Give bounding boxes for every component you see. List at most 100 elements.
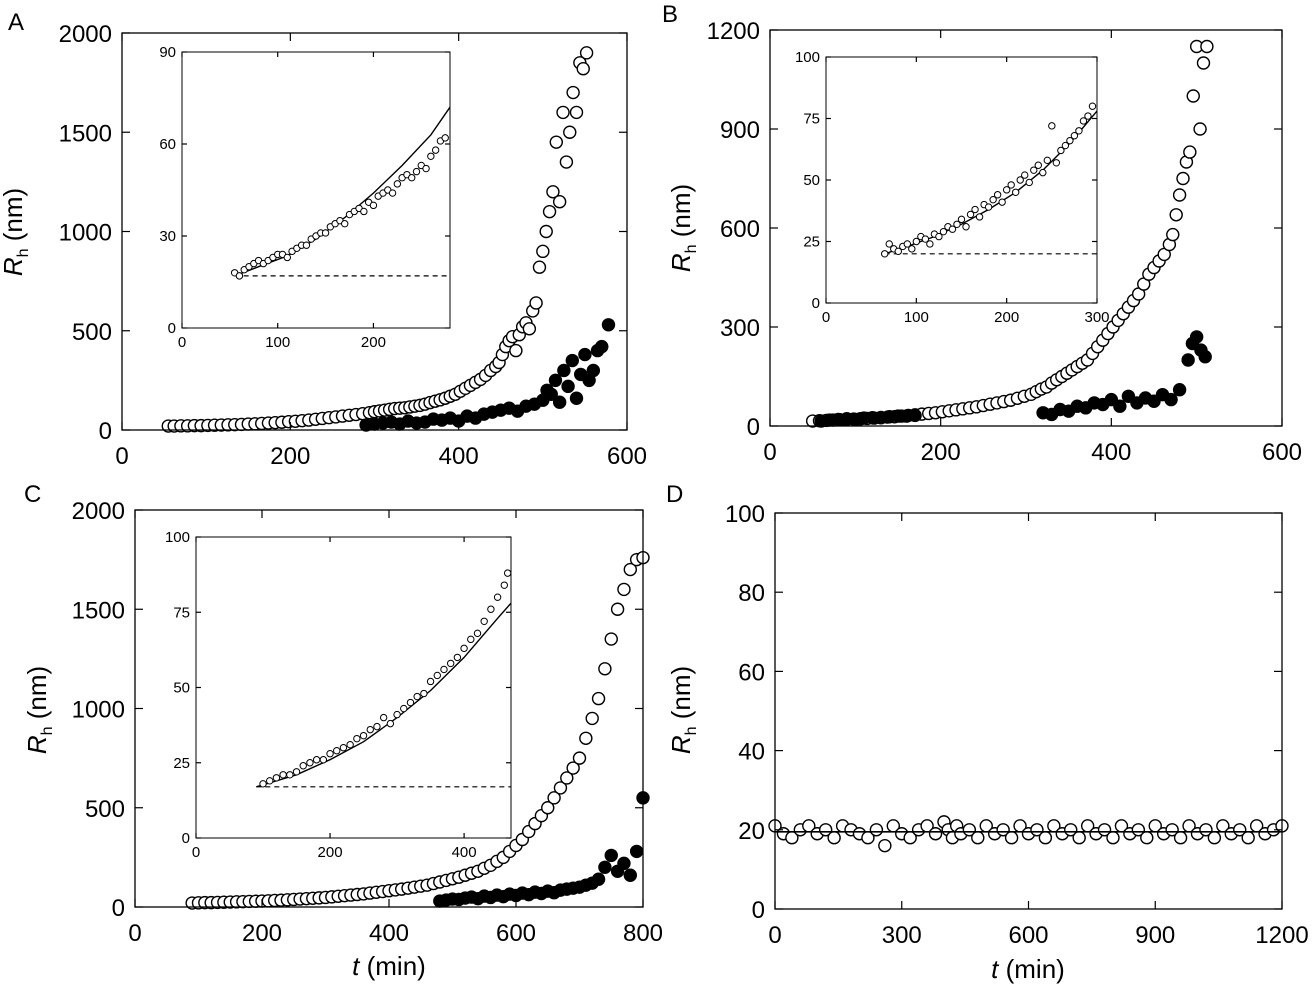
main-ytick-label: 40 (738, 739, 765, 766)
inset-data-point (460, 644, 468, 653)
y-axis-label: Rh (nm) (666, 184, 700, 272)
inset-data-point (312, 756, 321, 764)
data-point-open (522, 322, 537, 336)
inset-data-point (299, 762, 307, 770)
data-point-open (1165, 823, 1179, 837)
inset-data-point (400, 704, 408, 713)
data-point-open (623, 562, 637, 577)
inset-xtick-label: 100 (904, 309, 929, 326)
inset-data-point (441, 134, 449, 142)
data-point-open (556, 105, 570, 120)
data-point-open (617, 582, 631, 597)
inset-data-point (503, 569, 512, 577)
data-point-open (962, 823, 977, 837)
inset-data-point (319, 756, 328, 764)
y-axis-label: Rh (nm) (0, 188, 32, 276)
data-point-open (1183, 145, 1197, 159)
main-ytick-label: 20 (738, 818, 765, 845)
inset-data-point (903, 240, 911, 248)
inset-data-point (360, 207, 368, 216)
inset-data-point (939, 227, 948, 236)
inset-data-point (369, 201, 378, 210)
data-point-open (598, 662, 612, 676)
data-point-open (1233, 823, 1247, 837)
panel-letter: D (666, 481, 683, 508)
inset-ytick-label: 100 (795, 49, 820, 66)
data-point-open (1186, 89, 1200, 103)
inset-ytick-label: 100 (165, 529, 190, 546)
inset-ytick-label: 50 (803, 172, 820, 189)
data-point-open (529, 296, 543, 310)
data-point-open (532, 260, 547, 274)
main-ytick-label: 0 (99, 418, 112, 445)
data-point-open (1140, 831, 1154, 845)
data-point-open (509, 343, 523, 358)
data-point-filled (565, 353, 579, 368)
inset-data-point (321, 229, 330, 237)
inset-data-point (341, 220, 349, 228)
data-point-open (971, 831, 985, 845)
data-point-filled (548, 373, 563, 388)
inset-data-point (306, 759, 314, 767)
inset-frame (181, 51, 451, 329)
data-point-open (547, 791, 561, 805)
main-xtick-label: 600 (1008, 922, 1048, 949)
inset-data-point (487, 605, 495, 613)
inset-data-point (422, 164, 430, 173)
inset-data-point (971, 205, 979, 214)
inset-data-point (975, 213, 984, 221)
inset-ytick-label: 75 (173, 604, 190, 621)
data-point-open (1207, 831, 1222, 845)
inset-data-point (333, 747, 341, 755)
inset-ytick-label: 30 (159, 228, 176, 245)
data-point-filled (1189, 330, 1204, 344)
inset-data-point (881, 250, 889, 258)
data-point-filled (598, 860, 612, 874)
inset-data-point (431, 146, 440, 154)
inset-data-point (1070, 132, 1079, 140)
inset-chart: 0 100 200 0 30 60 90 (159, 44, 451, 351)
data-point-open (560, 771, 574, 785)
data-point-filled (908, 408, 922, 423)
main-ytick-label: 60 (738, 659, 765, 686)
inset-data-point (953, 220, 961, 228)
main-xtick-label: 0 (115, 443, 128, 470)
inset-data-point (446, 659, 455, 668)
main-ytick-label: 1500 (72, 597, 125, 624)
inset-data-point (326, 750, 334, 758)
main-xtick-label: 300 (882, 922, 922, 949)
inset-xtick-label: 0 (178, 334, 186, 351)
inset-data-point (406, 698, 415, 707)
main-ytick-label: 100 (725, 501, 765, 528)
inset-data-point (467, 635, 475, 644)
inset-ytick-label: 0 (168, 320, 176, 337)
data-point-open (549, 135, 563, 149)
inset-data-point (921, 235, 930, 243)
data-point-open (1064, 823, 1078, 837)
data-point-open (1193, 122, 1207, 136)
inset-data-point (1057, 146, 1065, 155)
inset-data-point (266, 777, 274, 785)
data-point-open (1241, 831, 1255, 845)
data-point-open (827, 831, 841, 845)
inset-xtick-label: 400 (452, 844, 477, 861)
data-point-open (542, 204, 557, 219)
inset-data-point (259, 780, 267, 788)
panel-b: B 0 200 400 600 0 300 600 900 1200 Rh (nm) 0 100 200 3… (662, 1, 1302, 466)
panel-letter: C (24, 481, 41, 508)
main-ytick-label: 0 (747, 414, 760, 441)
panel-letter: A (8, 9, 24, 36)
inset-ytick-label: 90 (159, 44, 176, 61)
data-point-open (1106, 831, 1120, 845)
inset-data-point (1002, 186, 1011, 194)
data-point-open (552, 195, 567, 209)
main-ytick-label: 0 (112, 895, 125, 922)
data-point-open (1030, 823, 1044, 837)
inset-data-point (388, 189, 397, 197)
inset-data-point (283, 253, 291, 262)
data-point-open (1173, 831, 1188, 845)
inset-xtick-label: 0 (192, 844, 200, 861)
inset-data-point (386, 719, 395, 728)
data-point-open (576, 62, 590, 76)
